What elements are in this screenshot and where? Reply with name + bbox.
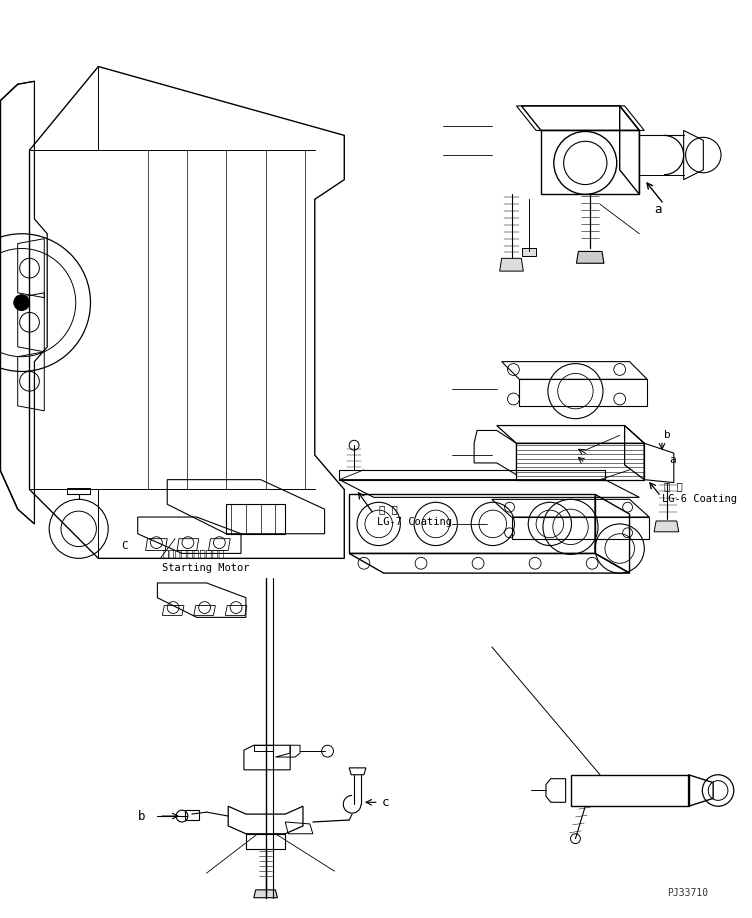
Text: LG-7 Coating: LG-7 Coating (377, 517, 452, 527)
Bar (253, 745, 265, 751)
Polygon shape (577, 252, 604, 263)
Text: 塗 布: 塗 布 (379, 504, 398, 514)
Text: a: a (654, 203, 662, 216)
Polygon shape (654, 521, 679, 532)
Text: a: a (669, 455, 675, 465)
Polygon shape (253, 890, 277, 898)
Text: スターティングモータ: スターティングモータ (162, 548, 225, 558)
Text: c: c (382, 796, 389, 809)
Text: b: b (664, 431, 671, 441)
Polygon shape (499, 258, 523, 271)
Circle shape (14, 295, 29, 310)
Text: C: C (122, 541, 129, 551)
Bar (523, 249, 536, 256)
Text: PJ33710: PJ33710 (667, 888, 708, 898)
Text: LG-6 Coating: LG-6 Coating (662, 494, 737, 504)
Bar (265, 745, 274, 751)
Text: b: b (138, 810, 146, 823)
Bar (185, 811, 199, 820)
Text: Starting Motor: Starting Motor (162, 563, 250, 573)
Text: 塗 布: 塗 布 (664, 482, 683, 491)
